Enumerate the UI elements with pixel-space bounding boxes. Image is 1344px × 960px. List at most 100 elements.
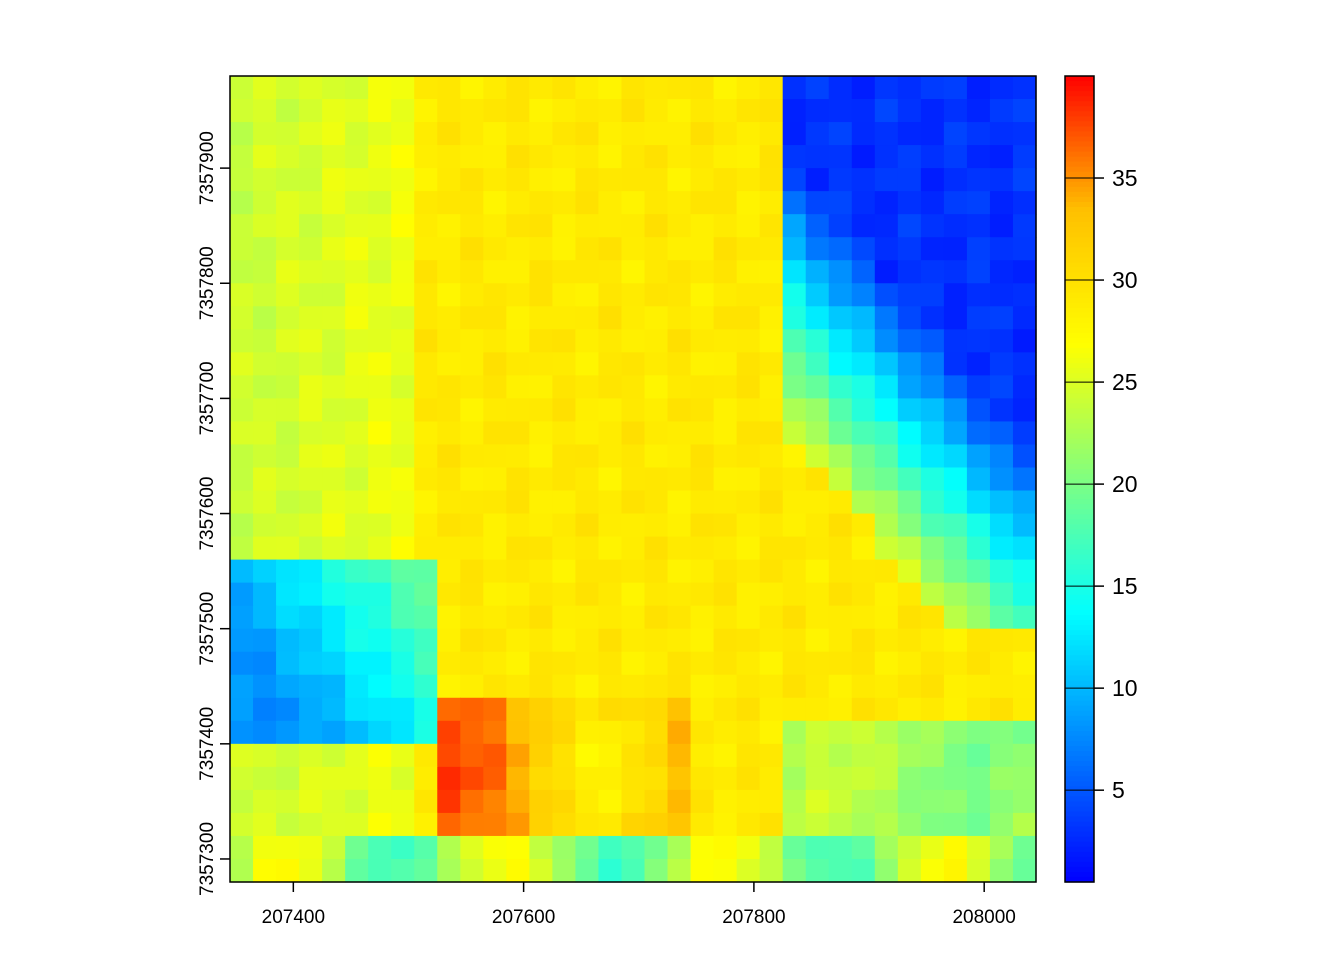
raster-cell <box>667 168 692 192</box>
legend-color-step <box>1065 866 1094 873</box>
raster-cell <box>391 444 415 469</box>
legend-color-step <box>1065 317 1094 324</box>
legend-color-step <box>1065 247 1094 253</box>
raster-cell <box>713 490 738 515</box>
raster-cell <box>805 99 830 123</box>
raster-cell <box>736 674 761 699</box>
legend-color-step <box>1065 811 1094 818</box>
raster-cell <box>989 352 1014 376</box>
raster-cell <box>874 329 899 353</box>
raster-cell <box>644 697 669 722</box>
raster-cell <box>851 582 876 607</box>
raster-cell <box>920 99 945 123</box>
raster-cell <box>483 858 507 883</box>
raster-cell <box>1012 628 1037 653</box>
raster-cell <box>943 766 968 791</box>
color-legend: 5 10 15 20 25 30 35 <box>1064 75 1138 883</box>
legend-color-step <box>1065 418 1094 425</box>
legend-color-step <box>1065 171 1094 178</box>
raster-cell <box>483 513 507 538</box>
raster-cell <box>391 536 415 561</box>
raster-cell <box>621 582 646 607</box>
raster-cell <box>736 168 761 192</box>
raster-cell <box>598 352 623 376</box>
raster-cell <box>460 421 484 446</box>
legend-color-step <box>1065 554 1094 561</box>
raster-cell <box>897 835 922 860</box>
raster-cell <box>575 766 600 791</box>
legend-color-step <box>1065 730 1094 737</box>
legend-color-step <box>1065 448 1094 455</box>
raster-cell <box>805 467 830 492</box>
raster-cell <box>368 559 392 584</box>
raster-cell <box>644 651 669 676</box>
raster-cell <box>828 375 853 399</box>
raster-cell <box>667 536 692 561</box>
raster-cell <box>437 145 461 169</box>
raster-cell <box>782 605 807 630</box>
raster-cell <box>966 375 991 399</box>
raster-cell <box>414 444 438 469</box>
raster-cell <box>851 306 876 330</box>
raster-cell <box>230 352 254 376</box>
legend-color-step <box>1065 599 1094 606</box>
y-tick-label: 7357800 <box>197 246 218 320</box>
raster-cell <box>897 766 922 791</box>
raster-cell <box>805 835 830 860</box>
raster-cell <box>345 467 369 492</box>
raster-cell <box>598 375 623 399</box>
raster-cell <box>690 467 715 492</box>
raster-cell <box>598 858 623 883</box>
raster-cell <box>552 628 577 653</box>
raster-cell <box>736 605 761 630</box>
raster-cell <box>391 76 415 100</box>
raster-cell <box>299 766 323 791</box>
legend-color-step <box>1065 756 1094 762</box>
raster-cell <box>713 237 738 261</box>
raster-cell <box>943 651 968 676</box>
raster-cell <box>529 214 553 238</box>
legend-color-step <box>1065 635 1094 641</box>
raster-cell <box>552 605 577 630</box>
raster-cell <box>828 674 853 699</box>
legend-color-step <box>1065 549 1094 556</box>
raster-cell <box>391 237 415 261</box>
raster-cell <box>368 789 392 814</box>
raster-cell <box>575 490 600 515</box>
raster-cell <box>644 99 669 123</box>
raster-cell <box>874 835 899 860</box>
legend-color-step <box>1065 468 1094 475</box>
legend-color-step <box>1065 81 1094 87</box>
raster-cell <box>920 628 945 653</box>
raster-cell <box>345 191 369 215</box>
raster-cell <box>943 122 968 146</box>
raster-cell <box>414 122 438 146</box>
raster-cell <box>299 444 323 469</box>
legend-color-step <box>1065 529 1094 536</box>
raster-cell <box>713 812 738 837</box>
raster-cell <box>276 306 300 330</box>
raster-cell <box>598 812 623 837</box>
raster-cell <box>276 283 300 307</box>
raster-cell <box>253 467 277 492</box>
raster-cell <box>529 490 553 515</box>
raster-cell <box>713 835 738 860</box>
raster-cell <box>368 513 392 538</box>
raster-cell <box>644 467 669 492</box>
legend-color-step <box>1065 514 1094 520</box>
raster-cell <box>276 191 300 215</box>
legend-color-step <box>1065 156 1094 163</box>
legend-ticks: 5 10 15 20 25 30 35 <box>1065 165 1138 803</box>
legend-color-step <box>1065 166 1094 173</box>
legend-color-step <box>1065 267 1094 274</box>
raster-cell <box>667 835 692 860</box>
raster-cell <box>575 674 600 699</box>
legend-color-step <box>1065 745 1094 752</box>
raster-cell <box>920 697 945 722</box>
raster-cell <box>966 237 991 261</box>
raster-cell <box>230 858 254 883</box>
legend-color-step <box>1065 176 1094 183</box>
raster-cell <box>552 375 577 399</box>
raster-cell <box>851 697 876 722</box>
